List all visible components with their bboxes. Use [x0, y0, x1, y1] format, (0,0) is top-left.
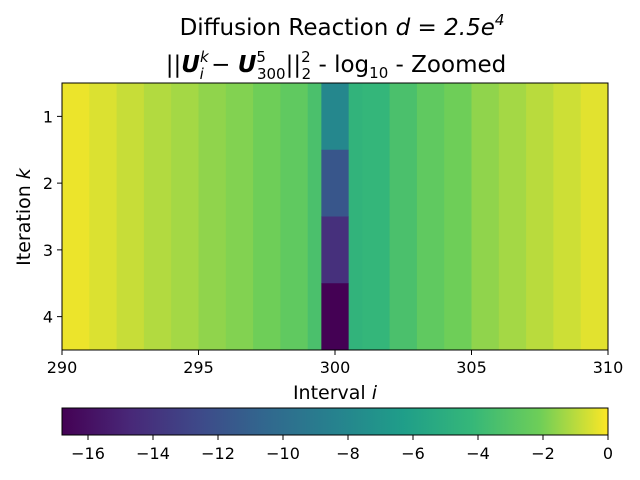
colorbar-tick-label: −8 [336, 444, 360, 463]
heatmap-cell [321, 216, 349, 284]
heatmap-cell [321, 283, 349, 351]
heatmap-cell [321, 149, 349, 217]
chart-title-line1: Diffusion Reaction d = 2.5e4 [180, 11, 505, 41]
heatmap-column [198, 83, 227, 350]
heatmap-cells [62, 83, 609, 351]
colorbar-tick-label: −2 [531, 444, 555, 463]
colorbar-tick-label: −10 [266, 444, 300, 463]
heatmap-column [389, 83, 418, 350]
heatmap-column [62, 83, 90, 350]
heatmap-column [253, 83, 281, 350]
y-tick-label: 4 [43, 308, 53, 327]
heatmap-column [444, 83, 472, 350]
colorbar-tick-label: −12 [201, 444, 235, 463]
y-tick-label: 1 [43, 107, 53, 126]
x-tick-label: 295 [183, 358, 214, 377]
heatmap-column [225, 83, 254, 350]
y-tick-label: 3 [43, 241, 53, 260]
heatmap-column [416, 83, 445, 350]
x-tick-label: 305 [456, 358, 487, 377]
title-line1-math: d = 2.5e [396, 15, 495, 41]
heatmap-column [143, 83, 172, 350]
y-axis-ticks: 1 2 3 4 [43, 107, 62, 327]
colorbar [61, 407, 609, 436]
heatmap-column [362, 83, 391, 350]
heatmap-column [171, 83, 199, 350]
colorbar-ticks: −16 −14 −12 −10 −8 −6 −4 −2 0 [71, 435, 613, 463]
heatmap-column [498, 83, 527, 350]
y-axis-label: Iteration k [13, 167, 35, 266]
x-tick-label: 300 [320, 358, 351, 377]
colorbar-tick-label: −4 [466, 444, 490, 463]
heatmap-column [280, 83, 309, 350]
heatmap-column [471, 83, 500, 350]
heatmap-column [526, 83, 554, 350]
colorbar-tick-label: 0 [603, 444, 613, 463]
colorbar-tick-label: −6 [401, 444, 425, 463]
heatmap-column [116, 83, 145, 350]
title-line1-text: Diffusion Reaction [180, 15, 396, 41]
y-tick-label: 2 [43, 174, 53, 193]
x-axis-ticks: 290 295 300 305 310 [47, 350, 624, 377]
heatmap-column [580, 83, 609, 350]
x-tick-label: 310 [593, 358, 624, 377]
chart-title-line2: ||Uk i − U5 300||2 2 - log10 - Zoomed [166, 48, 506, 83]
x-tick-label: 290 [47, 358, 78, 377]
heatmap-column [553, 83, 582, 350]
title-line1-sup: 4 [495, 11, 505, 29]
colorbar-tick-label: −16 [71, 444, 105, 463]
heatmap-cell [321, 83, 349, 151]
colorbar-tick-label: −14 [136, 444, 170, 463]
x-axis-label: Interval i [293, 382, 378, 404]
heatmap-column [89, 83, 118, 350]
